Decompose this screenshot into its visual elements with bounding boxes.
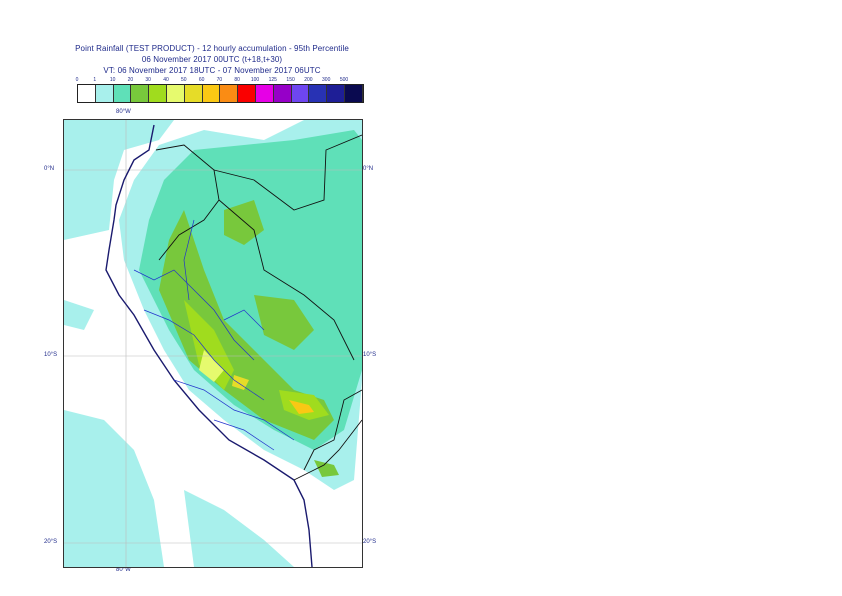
lon-label-top: 80°W	[116, 109, 131, 115]
legend-swatch	[344, 85, 363, 102]
lat-label-left-20: 20°S	[44, 539, 58, 545]
lat-label-right-20: 20°S	[363, 539, 377, 545]
country-borders	[155, 134, 362, 481]
lat-label-left-10: 10°S	[44, 352, 58, 358]
legend-swatch	[131, 85, 150, 102]
legend-swatch	[327, 85, 345, 102]
legend-label: 300	[322, 77, 331, 83]
land-rain-field	[119, 120, 362, 490]
legend-swatch	[184, 85, 203, 102]
rainfall-map	[63, 119, 363, 568]
lat-label-right-10: 10°S	[363, 352, 377, 358]
legend-label: 10	[109, 77, 116, 83]
map-title-line1: Point Rainfall (TEST PRODUCT) - 12 hourl…	[75, 44, 349, 53]
legend-label: 80	[234, 77, 240, 83]
regional-borders	[133, 219, 295, 451]
legend-swatch	[291, 85, 310, 102]
legend-swatch	[113, 85, 132, 102]
lat-label-left-0: 0°N	[44, 166, 55, 172]
legend-label: 30	[145, 77, 151, 83]
graticule	[64, 120, 362, 567]
legend-labels: 0 1 10 20 30 40 50 60 70 80 100 125 150 200 300 500	[0, 77, 842, 85]
legend-label: 200	[304, 77, 313, 83]
legend-label: 100	[250, 77, 260, 83]
map-title-line2: 06 November 2017 00UTC (t+18,t+30)	[141, 55, 283, 64]
legend-swatch	[238, 85, 256, 102]
legend-label: 500	[339, 77, 349, 83]
legend-swatch	[220, 85, 239, 102]
legend-swatch	[95, 85, 114, 102]
legend-swatch	[273, 85, 292, 102]
legend-swatch	[255, 85, 274, 102]
legend-swatch	[78, 85, 96, 102]
lon-label-bottom: 80°W	[116, 567, 131, 573]
color-legend	[77, 84, 364, 103]
legend-label: 20	[127, 77, 134, 83]
legend-swatch	[166, 85, 185, 102]
legend-label: 50	[181, 77, 187, 83]
legend-label: 125	[268, 77, 277, 83]
legend-label: 150	[286, 77, 295, 83]
legend-label: 60	[198, 77, 205, 83]
lat-label-right-0: 0°N	[363, 166, 374, 172]
legend-swatch	[149, 85, 167, 102]
legend-swatch	[202, 85, 221, 102]
legend-label: 70	[216, 77, 223, 83]
legend-label: 40	[163, 77, 169, 83]
map-svg	[64, 120, 362, 567]
legend-label: 1	[93, 77, 97, 83]
map-title-line3: VT: 06 November 2017 18UTC - 07 November…	[103, 66, 321, 75]
legend-label: 0	[75, 77, 79, 83]
legend-swatch	[309, 85, 328, 102]
